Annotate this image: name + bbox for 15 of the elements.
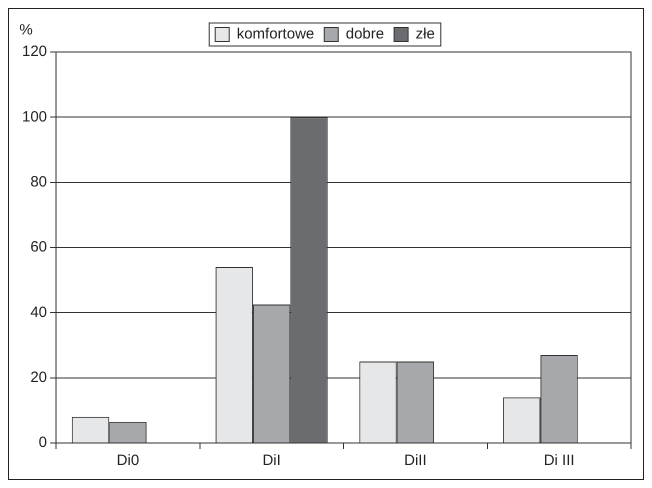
x-tick-label: DiI [262,452,281,470]
y-tick-label: 100 [22,108,48,126]
y-tick-label: 80 [30,173,48,190]
y-tick-label: 20 [30,368,48,386]
y-tick-label: 0 [38,434,48,452]
y-tick-label: 120 [22,43,48,60]
x-tick-label: Di III [544,452,575,470]
y-tick-label: 40 [30,304,48,321]
y-axis-title: % [19,22,33,39]
legend-label: komfortowe [236,26,314,43]
x-tick-label: Di0 [116,452,140,470]
x-tick-label: DiII [404,452,427,470]
y-tick-label: 60 [30,238,48,256]
legend-label: złe [416,26,435,43]
legend-label: dobre [346,26,384,43]
